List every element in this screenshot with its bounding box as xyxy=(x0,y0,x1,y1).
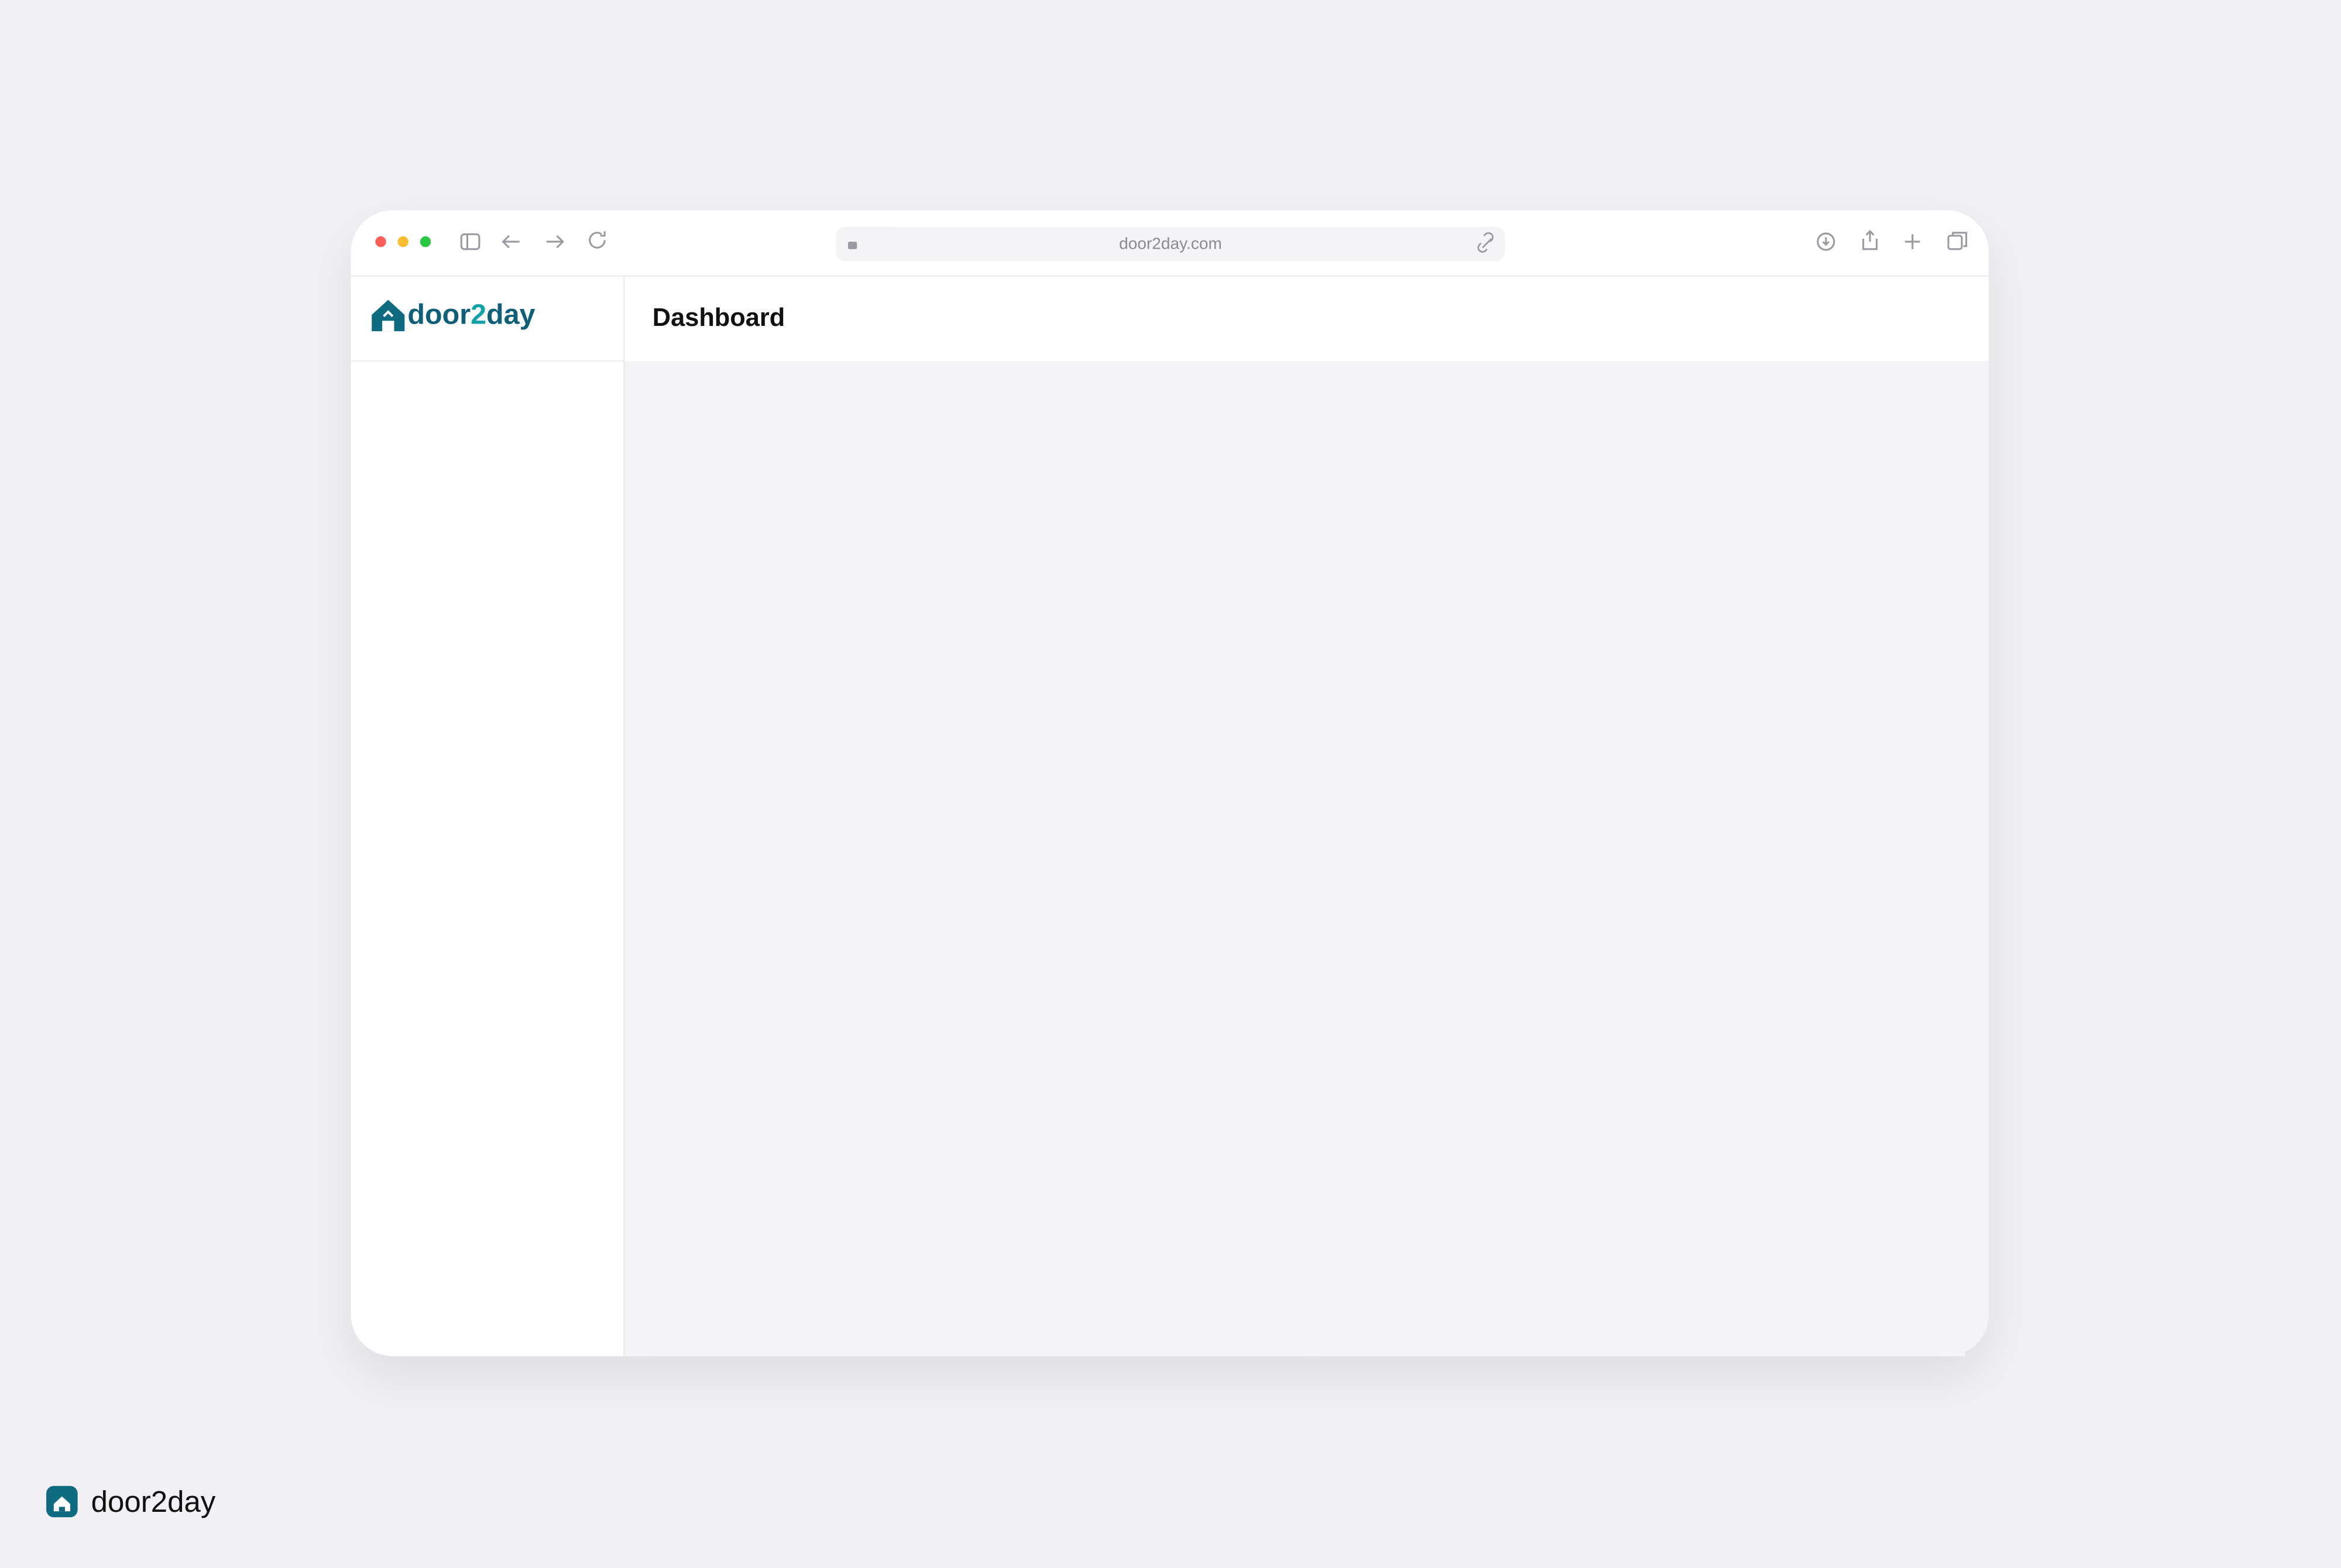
url-bar[interactable] xyxy=(836,226,1505,262)
toolbar-icons xyxy=(460,230,1968,251)
footer-logo xyxy=(46,1486,78,1518)
close-dot[interactable] xyxy=(375,236,386,247)
logo-text: door2day xyxy=(407,298,535,330)
url-text: door2day.com xyxy=(1119,235,1222,253)
footer-brand: door2day xyxy=(91,1485,216,1518)
main-background xyxy=(624,361,1989,1356)
zoom-dot[interactable] xyxy=(420,236,431,247)
link-icon xyxy=(1477,232,1494,253)
minimize-dot[interactable] xyxy=(397,236,409,247)
logo-part: 2 xyxy=(471,298,486,330)
browser-content: door2day.com door2day Dashboard xyxy=(351,226,1989,1356)
logo-icon xyxy=(372,300,405,332)
logo-part: door xyxy=(407,298,471,330)
page-title: Dashboard xyxy=(653,304,785,332)
logo-part: day xyxy=(486,298,536,330)
lock-icon xyxy=(847,242,857,249)
